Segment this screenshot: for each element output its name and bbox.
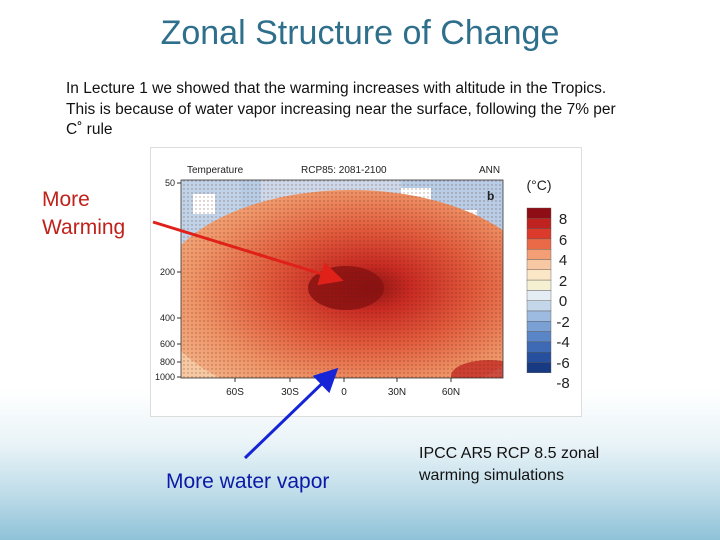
colorbar-swatch <box>526 300 552 312</box>
more-warming-label: More Warming <box>42 188 126 239</box>
colorbar-label: -4 <box>556 334 569 351</box>
pressure-tick: 800 <box>160 357 175 367</box>
lat-tick: 60N <box>442 387 460 398</box>
colorbar-swatch <box>526 351 552 363</box>
colorbar <box>526 207 552 374</box>
slide-title: Zonal Structure of Change <box>160 14 560 52</box>
colorbar-unit: (°C) <box>526 177 551 193</box>
colorbar-swatch <box>526 228 552 240</box>
colorbar-swatch <box>526 238 552 250</box>
pressure-tick: 400 <box>160 313 175 323</box>
colorbar-swatch <box>526 269 552 281</box>
lat-tick: 0 <box>341 387 347 398</box>
lat-tick: 30S <box>281 387 299 398</box>
colorbar-swatch <box>526 218 552 229</box>
colorbar-swatch <box>526 321 552 332</box>
colorbar-label: 4 <box>559 252 567 269</box>
colorbar-swatch <box>526 259 552 271</box>
pressure-tick: 1000 <box>155 372 175 382</box>
colorbar-label: -8 <box>556 375 569 392</box>
panel-letter: b <box>487 189 494 203</box>
colorbar-swatch <box>526 341 552 353</box>
temperature-field <box>181 180 503 378</box>
colorbar-label: 6 <box>559 232 567 249</box>
pressure-tick: 600 <box>160 339 175 349</box>
colorbar-swatch <box>526 248 552 260</box>
colorbar-label: -6 <box>556 355 569 372</box>
figure-caption: IPCC AR5 RCP 8.5 zonal warming simulatio… <box>419 445 600 484</box>
pressure-tick: 200 <box>160 267 175 277</box>
lat-tick: 30N <box>388 387 406 398</box>
pressure-tick: 50 <box>165 178 175 188</box>
zonal-warming-figure: Temperature RCP85: 2081-2100 ANN <box>150 147 582 417</box>
latitude-axis: 60S 30S 0 30N 60N <box>226 378 460 398</box>
colorbar-label: 8 <box>559 211 567 228</box>
colorbar-swatch <box>526 310 552 322</box>
lat-tick: 60S <box>226 387 244 398</box>
colorbar-label: 0 <box>559 293 567 310</box>
colorbar-swatch <box>526 207 552 219</box>
colorbar-swatch <box>526 279 552 291</box>
colorbar-label: 2 <box>559 273 567 290</box>
figure-variable: Temperature <box>187 165 244 176</box>
colorbar-swatch <box>526 290 552 301</box>
colorbar-swatch <box>526 362 552 374</box>
zonal-warming-plot: Temperature RCP85: 2081-2100 ANN <box>155 165 570 398</box>
pressure-axis: 50 200 400 600 800 1000 <box>155 178 181 382</box>
intro-text: In Lecture 1 we showed that the warming … <box>66 80 616 138</box>
figure-scenario: RCP85: 2081-2100 <box>301 165 387 176</box>
colorbar-swatch <box>526 331 552 343</box>
figure-period: ANN <box>479 165 500 176</box>
more-water-vapor-label: More water vapor <box>166 470 330 493</box>
colorbar-labels: 8 6 4 2 0 -2 -4 -6 -8 <box>556 211 569 392</box>
colorbar-label: -2 <box>556 314 569 331</box>
